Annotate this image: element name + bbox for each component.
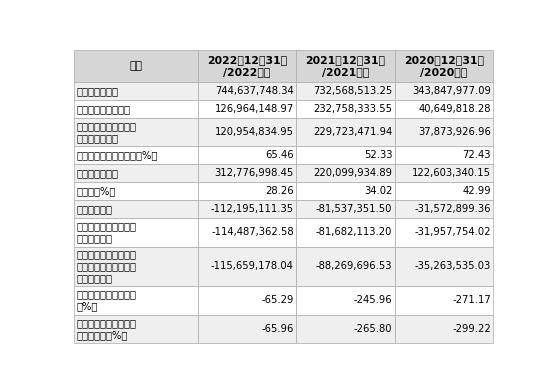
Text: -65.96: -65.96 (262, 324, 294, 334)
Text: 2022年12月31日
/2022年度: 2022年12月31日 /2022年度 (207, 54, 287, 77)
Text: 220,099,934.89: 220,099,934.89 (314, 168, 392, 178)
Text: 40,649,818.28: 40,649,818.28 (418, 104, 491, 114)
Text: 312,776,998.45: 312,776,998.45 (215, 168, 294, 178)
Text: 28.26: 28.26 (265, 186, 294, 196)
Bar (296, 200, 395, 218)
Bar (296, 218, 395, 247)
Bar (198, 82, 296, 100)
Text: -81,682,113.20: -81,682,113.20 (316, 227, 392, 237)
Bar (198, 218, 296, 247)
Text: 42.99: 42.99 (462, 186, 491, 196)
Bar (296, 100, 395, 118)
Bar (198, 146, 296, 164)
Bar (74, 164, 198, 182)
Bar (395, 164, 493, 182)
Text: 122,603,340.15: 122,603,340.15 (412, 168, 491, 178)
Bar (198, 118, 296, 146)
Text: 229,723,471.94: 229,723,471.94 (313, 127, 392, 137)
Text: 52.33: 52.33 (364, 150, 392, 160)
Bar (198, 247, 296, 286)
Text: -265.80: -265.80 (354, 324, 392, 334)
Bar (74, 182, 198, 200)
Bar (296, 315, 395, 343)
Bar (395, 82, 493, 100)
Text: 扣除非经常性损益后净
资产收益率（%）: 扣除非经常性损益后净 资产收益率（%） (77, 318, 137, 340)
Bar (395, 118, 493, 146)
Bar (74, 247, 198, 286)
Bar (395, 200, 493, 218)
Text: -114,487,362.58: -114,487,362.58 (211, 227, 294, 237)
Text: 72.43: 72.43 (463, 150, 491, 160)
Text: 归属于母公司所有者的
扣除非经常性损益后的
净利润（元）: 归属于母公司所有者的 扣除非经常性损益后的 净利润（元） (77, 249, 137, 284)
Bar (395, 315, 493, 343)
Bar (296, 146, 395, 164)
Text: 资产负债率（母公司）（%）: 资产负债率（母公司）（%） (77, 150, 158, 160)
Bar (74, 82, 198, 100)
Bar (198, 164, 296, 182)
Text: 毛利率（%）: 毛利率（%） (77, 186, 116, 196)
Text: 2021年12月31日
/2021年度: 2021年12月31日 /2021年度 (306, 54, 386, 77)
Bar (395, 182, 493, 200)
Text: 净利润（元）: 净利润（元） (77, 204, 113, 214)
Bar (198, 200, 296, 218)
Text: -31,957,754.02: -31,957,754.02 (415, 227, 491, 237)
Text: -31,572,899.36: -31,572,899.36 (415, 204, 491, 214)
Text: 65.46: 65.46 (265, 150, 294, 160)
Text: 37,873,926.96: 37,873,926.96 (418, 127, 491, 137)
Text: 股东权益合计（元）: 股东权益合计（元） (77, 104, 131, 114)
Bar (198, 315, 296, 343)
Text: 资产总计（元）: 资产总计（元） (77, 86, 119, 96)
Bar (395, 146, 493, 164)
Bar (198, 182, 296, 200)
Bar (74, 100, 198, 118)
Text: 120,954,834.95: 120,954,834.95 (215, 127, 294, 137)
Text: 232,758,333.55: 232,758,333.55 (314, 104, 392, 114)
Text: -299.22: -299.22 (452, 324, 491, 334)
Text: -115,659,178.04: -115,659,178.04 (211, 261, 294, 271)
Text: 归属于母公司所有者的
净利润（元）: 归属于母公司所有者的 净利润（元） (77, 221, 137, 244)
Bar (395, 100, 493, 118)
Bar (395, 247, 493, 286)
Text: 加权平均净资产收益率
（%）: 加权平均净资产收益率 （%） (77, 289, 137, 312)
Bar (296, 286, 395, 315)
Text: -271.17: -271.17 (452, 295, 491, 305)
Text: -81,537,351.50: -81,537,351.50 (316, 204, 392, 214)
Bar (296, 82, 395, 100)
Bar (198, 100, 296, 118)
Text: 34.02: 34.02 (364, 186, 392, 196)
Text: 343,847,977.09: 343,847,977.09 (412, 86, 491, 96)
Text: 归属于母公司所有者的
股东权益（元）: 归属于母公司所有者的 股东权益（元） (77, 121, 137, 143)
Bar (296, 182, 395, 200)
Text: -245.96: -245.96 (354, 295, 392, 305)
Bar (198, 286, 296, 315)
Bar (74, 218, 198, 247)
Bar (395, 286, 493, 315)
Bar (74, 286, 198, 315)
Text: 126,964,148.97: 126,964,148.97 (215, 104, 294, 114)
Text: 营业收入（元）: 营业收入（元） (77, 168, 119, 178)
Bar (296, 50, 395, 82)
Bar (74, 146, 198, 164)
Bar (74, 50, 198, 82)
Bar (74, 118, 198, 146)
Text: 项目: 项目 (130, 61, 142, 71)
Text: -112,195,111.35: -112,195,111.35 (211, 204, 294, 214)
Bar (198, 50, 296, 82)
Text: 732,568,513.25: 732,568,513.25 (313, 86, 392, 96)
Text: -35,263,535.03: -35,263,535.03 (415, 261, 491, 271)
Bar (395, 50, 493, 82)
Bar (74, 200, 198, 218)
Bar (296, 118, 395, 146)
Text: 2020年12月31日
/2020年度: 2020年12月31日 /2020年度 (404, 54, 484, 77)
Bar (296, 247, 395, 286)
Text: -88,269,696.53: -88,269,696.53 (316, 261, 392, 271)
Bar (74, 315, 198, 343)
Bar (296, 164, 395, 182)
Bar (395, 218, 493, 247)
Text: 744,637,748.34: 744,637,748.34 (215, 86, 294, 96)
Text: -65.29: -65.29 (262, 295, 294, 305)
